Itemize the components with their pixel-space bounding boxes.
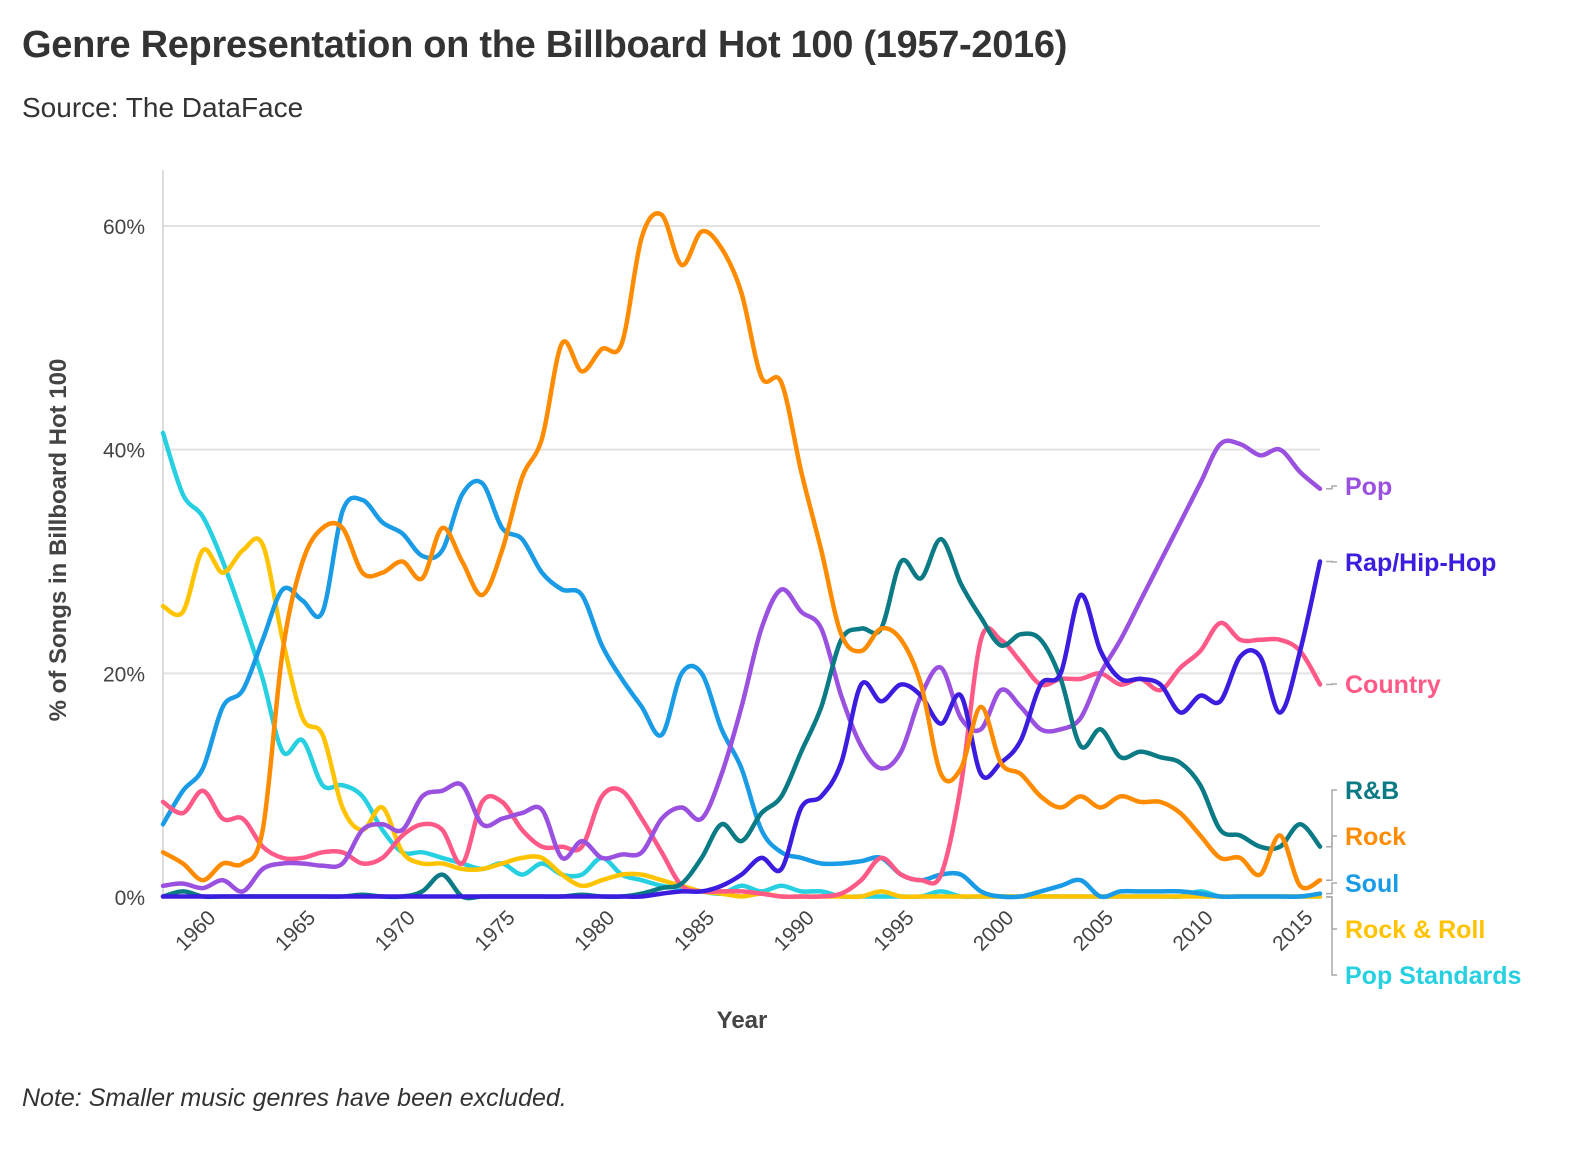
label-connector-rap-hip-hop [1326, 560, 1337, 563]
x-tick-label: 2015 [1268, 906, 1317, 955]
series-label-rock: Rock [1345, 823, 1406, 851]
series-label-country: Country [1345, 671, 1441, 699]
series-label-r-b: R&B [1345, 777, 1399, 805]
x-tick-label: 1965 [271, 906, 320, 955]
x-tick-label: 1970 [371, 906, 420, 955]
x-tick-label: 1995 [869, 906, 918, 955]
series-label-pop-standards: Pop Standards [1345, 962, 1521, 990]
x-tick-label: 1990 [770, 906, 819, 955]
x-tick-label: 2005 [1069, 906, 1118, 955]
gridlines [163, 225, 1320, 675]
series-label-rap-hip-hop: Rap/Hip-Hop [1345, 549, 1496, 577]
series-label-soul: Soul [1345, 870, 1399, 898]
y-tick-label: 40% [103, 440, 145, 463]
x-tick-label: 1960 [171, 906, 220, 955]
y-tick-label: 60% [103, 216, 145, 239]
x-axis-title: Year [717, 1007, 768, 1034]
chart-subtitle: Source: The DataFace [22, 92, 304, 123]
x-tick-label: 2000 [969, 906, 1018, 955]
label-connector-pop [1326, 485, 1337, 490]
series-label-rock-roll: Rock & Roll [1345, 916, 1485, 944]
y-tick-label: 20% [103, 663, 145, 686]
chart-title: Genre Representation on the Billboard Ho… [22, 24, 1068, 66]
series-line-rock-roll [160, 536, 1323, 900]
series-line-rock [160, 211, 1323, 891]
series-labels: Pop Rap/Hip-Hop Country R&B Rock Soul Rock & R… [1326, 473, 1521, 990]
x-tick-label: 1980 [570, 906, 619, 955]
chart-note: Note: Smaller music genres have been exc… [22, 1084, 567, 1112]
series-line-pop-standards [160, 430, 1323, 900]
series-line-rap-hip-hop [160, 559, 1323, 899]
y-tick-label: 0% [115, 887, 145, 910]
x-tick-label: 1975 [470, 906, 519, 955]
series-label-pop: Pop [1345, 473, 1392, 501]
series-line-soul [160, 478, 1323, 900]
y-axis-title: % of Songs in Billboard Hot 100 [45, 359, 72, 722]
x-tick-label: 2010 [1169, 906, 1218, 955]
series-lines [160, 211, 1323, 901]
label-connector-rock [1326, 835, 1337, 881]
label-connector-pop-standards [1326, 896, 1337, 976]
x-tick-label: 1985 [670, 906, 719, 955]
label-connector-r-b [1326, 789, 1337, 848]
series-line-country [160, 620, 1323, 899]
series-line-pop [160, 438, 1323, 894]
label-connector-soul [1326, 882, 1337, 895]
label-connector-country [1326, 683, 1337, 686]
